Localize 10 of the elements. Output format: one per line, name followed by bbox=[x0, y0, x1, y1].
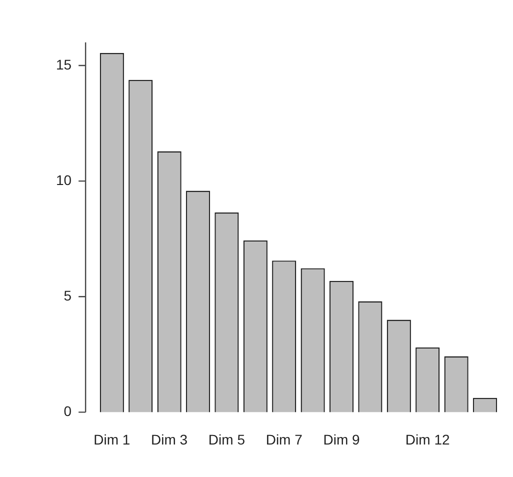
x-tick-label: Dim 12 bbox=[405, 431, 450, 448]
y-tick-label: 5 bbox=[64, 287, 72, 304]
x-tick-label: Dim 5 bbox=[208, 431, 246, 448]
y-tick-label: 0 bbox=[64, 403, 72, 420]
y-tick-label: 15 bbox=[56, 56, 72, 72]
x-tick-label: Dim 9 bbox=[323, 431, 360, 448]
x-tick-label: Dim 1 bbox=[94, 431, 130, 448]
x-tick-label: Dim 3 bbox=[151, 431, 188, 448]
y-tick-label: 10 bbox=[56, 172, 72, 188]
x-tick-label: Dim 7 bbox=[266, 431, 303, 448]
